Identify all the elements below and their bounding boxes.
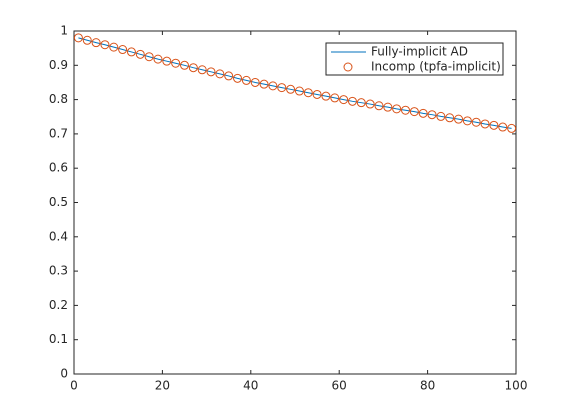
y-tick-label: 0 [60, 367, 68, 381]
marker [126, 47, 136, 57]
marker [215, 69, 225, 79]
marker [268, 81, 278, 91]
x-tick-label: 80 [420, 379, 435, 393]
line [78, 37, 512, 129]
y-tick-label: 0.8 [49, 92, 68, 106]
marker [365, 99, 375, 109]
marker [339, 95, 349, 105]
y-tick-label: 1 [60, 24, 68, 38]
marker [259, 79, 269, 89]
marker [118, 45, 128, 55]
marker [286, 84, 296, 94]
marker [356, 98, 366, 108]
marker [409, 107, 419, 117]
x-tick-label: 40 [243, 379, 258, 393]
legend-box [325, 42, 504, 76]
marker [153, 54, 163, 64]
y-tick-label: 0.5 [49, 195, 68, 209]
y-tick-label: 0.7 [49, 126, 68, 140]
marker [144, 52, 154, 62]
marker [471, 117, 481, 127]
y-tick-label: 0.9 [49, 58, 68, 72]
marker [109, 42, 119, 52]
marker [462, 116, 472, 126]
marker [206, 67, 216, 77]
marker [392, 104, 402, 114]
marker [303, 88, 313, 98]
marker [73, 33, 83, 43]
x-tick-label: 0 [70, 379, 78, 393]
axes-box [73, 30, 517, 375]
marker [197, 65, 207, 75]
marker [180, 60, 189, 70]
marker [82, 35, 92, 45]
marker [91, 38, 101, 48]
marker [224, 71, 234, 81]
marker [418, 108, 428, 118]
marker [374, 101, 384, 111]
y-tick-label: 0.4 [49, 229, 68, 243]
legend-swatch [343, 62, 353, 72]
legend-label: Fully-implicit AD [371, 45, 468, 59]
legend-label: Incomp (tpfa-implicit) [371, 60, 501, 74]
marker [188, 63, 198, 73]
y-tick-label: 0.3 [49, 264, 68, 278]
marker [241, 75, 251, 85]
marker [401, 105, 410, 115]
x-tick-label: 20 [155, 379, 170, 393]
marker [100, 40, 110, 50]
marker [294, 86, 304, 96]
marker [489, 120, 499, 130]
marker [436, 111, 446, 121]
marker [162, 56, 172, 66]
marker [321, 91, 331, 101]
marker [498, 122, 508, 132]
marker [480, 119, 490, 129]
marker [277, 83, 287, 93]
x-tick-label: 100 [505, 379, 528, 393]
marker [383, 102, 393, 112]
marker [250, 77, 260, 87]
y-tick-label: 0.6 [49, 161, 68, 175]
marker [330, 93, 340, 103]
marker [427, 110, 437, 120]
y-tick-label: 0.1 [49, 332, 68, 346]
marker [233, 73, 243, 83]
marker [347, 96, 357, 106]
marker [171, 58, 181, 68]
marker [507, 123, 517, 133]
x-tick-label: 60 [332, 379, 347, 393]
marker [445, 113, 455, 123]
marker [312, 89, 322, 99]
marker [135, 49, 145, 59]
y-tick-label: 0.2 [49, 298, 68, 312]
marker [454, 114, 464, 124]
